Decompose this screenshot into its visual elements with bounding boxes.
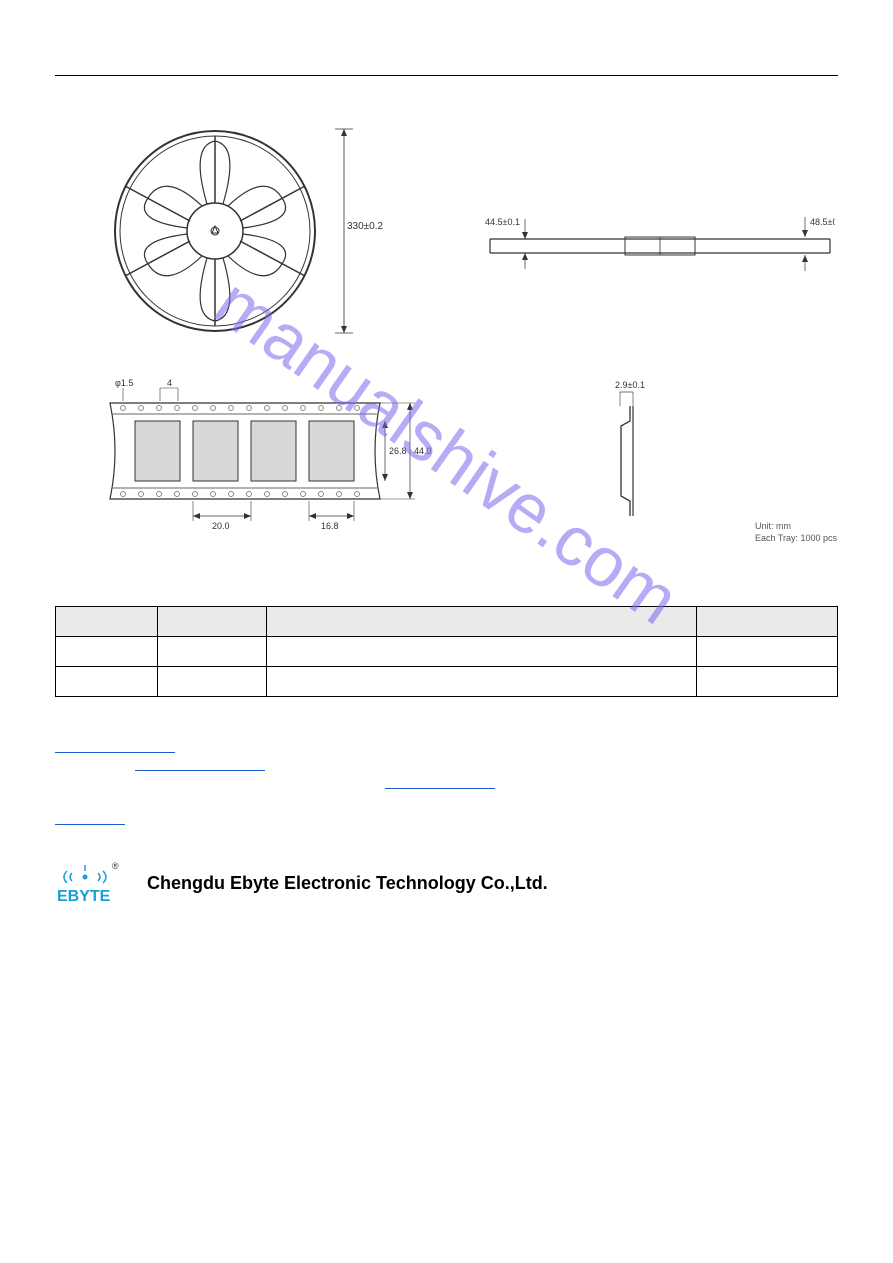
th-1 — [56, 607, 158, 637]
cell — [697, 667, 838, 697]
reel-diameter-dim: 330±0.2 — [333, 126, 398, 336]
cell — [56, 667, 158, 697]
footer: EBYTE ® Chengdu Ebyte Electronic Technol… — [55, 857, 838, 910]
th-3 — [267, 607, 697, 637]
footer-company: Chengdu Ebyte Electronic Technology Co.,… — [147, 873, 548, 894]
reel-side-view: 44.5±0.1 48.5±0.1 — [485, 211, 835, 281]
contact-link-1[interactable] — [55, 752, 175, 753]
cell — [157, 637, 266, 667]
pocket-depth-label: 2.9±0.1 — [615, 380, 645, 390]
cell — [267, 667, 697, 697]
ebyte-logo: EBYTE ® — [55, 857, 135, 910]
table-row — [56, 637, 838, 667]
minor-pitch-label: 4 — [167, 378, 172, 388]
tape-pitch-label: 20.0 — [212, 521, 230, 531]
th-2 — [157, 607, 266, 637]
revision-table — [55, 606, 838, 697]
reel-outer-w-label: 48.5±0.1 — [810, 217, 835, 227]
contact-block — [55, 737, 838, 827]
contact-link-3[interactable] — [385, 788, 495, 789]
svg-text:EBYTE: EBYTE — [57, 888, 111, 905]
cavity-w-label: 16.8 — [321, 521, 339, 531]
carrier-tape-view: φ1.5 4 — [105, 376, 435, 546]
cell — [267, 637, 697, 667]
technical-drawings: 330±0.2 44.5±0.1 — [55, 126, 838, 566]
hole-dia-label: φ1.5 — [115, 378, 133, 388]
unit-note: Unit: mm Each Tray: 1000 pcs — [755, 521, 837, 544]
cell — [697, 637, 838, 667]
reel-front-view — [110, 126, 320, 336]
unit-line2: Each Tray: 1000 pcs — [755, 533, 837, 545]
svg-text:®: ® — [112, 861, 119, 871]
table-row — [56, 667, 838, 697]
header-divider — [55, 75, 838, 76]
contact-link-2[interactable] — [135, 770, 265, 771]
reel-diameter-label: 330±0.2 — [347, 221, 383, 232]
unit-line1: Unit: mm — [755, 521, 837, 533]
tape-w-label: 44.0 — [414, 446, 432, 456]
th-4 — [697, 607, 838, 637]
contact-link-4[interactable] — [55, 824, 125, 825]
cell — [157, 667, 266, 697]
cavity-h-label: 26.8 — [389, 446, 407, 456]
cell — [56, 637, 158, 667]
reel-inner-w-label: 44.5±0.1 — [485, 217, 520, 227]
pocket-section-view: 2.9±0.1 — [575, 376, 695, 546]
